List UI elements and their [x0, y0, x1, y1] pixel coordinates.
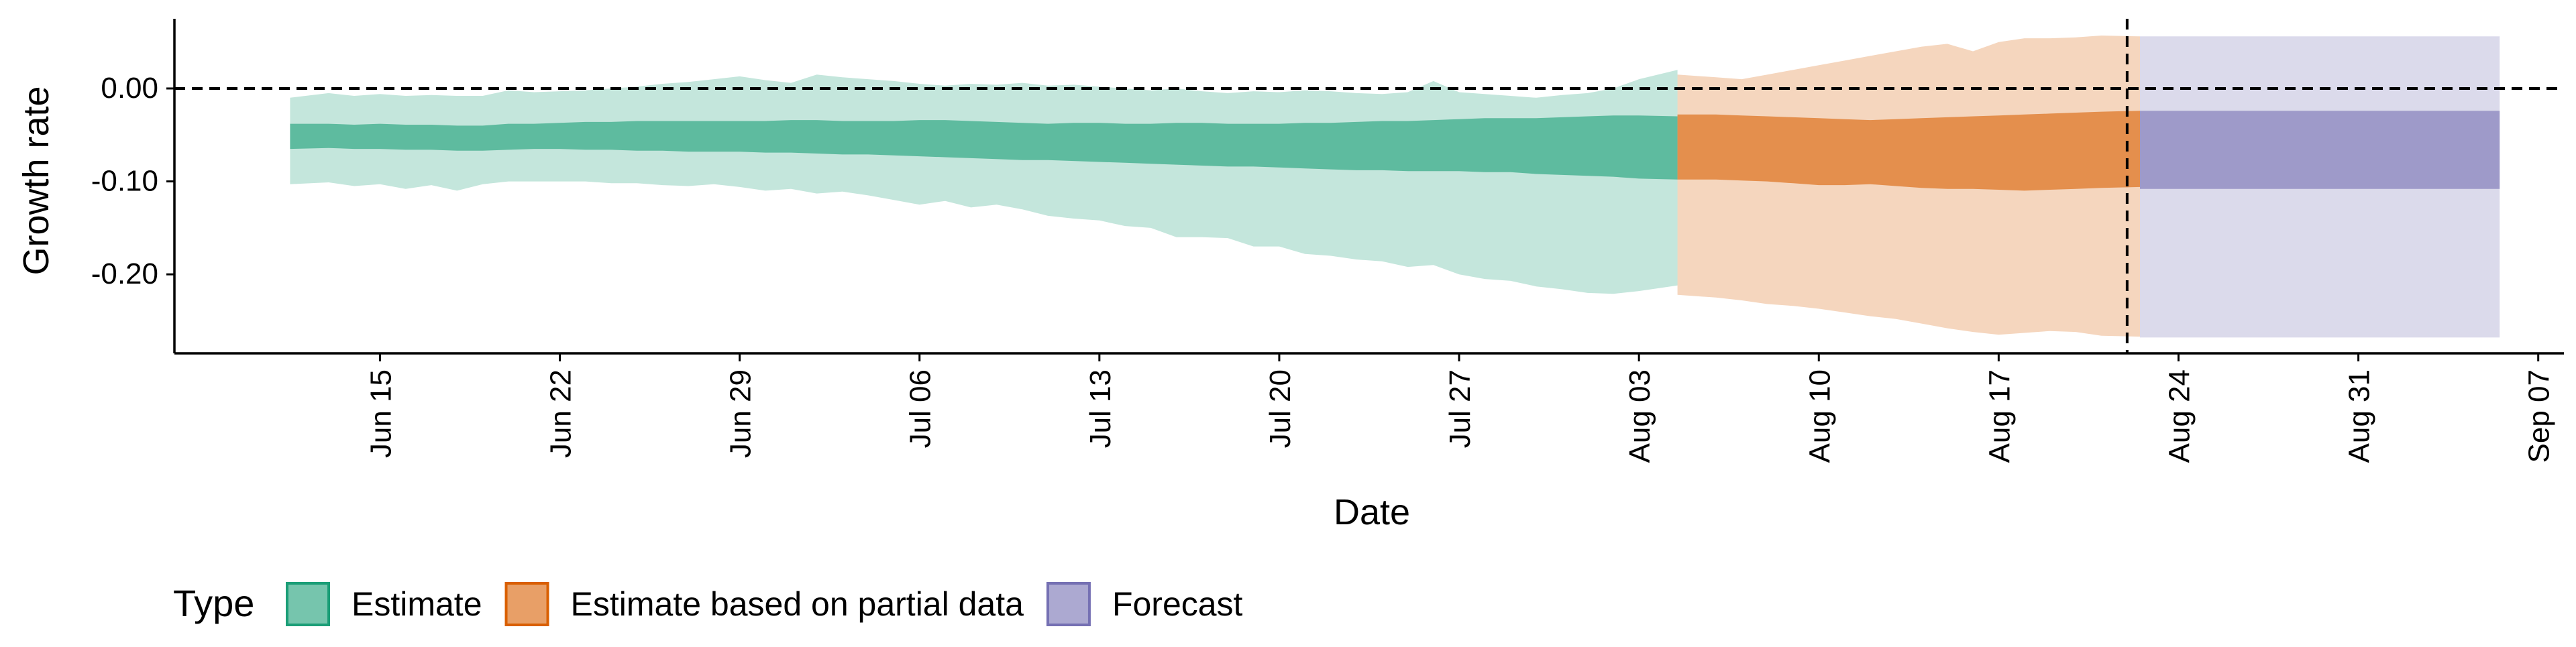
series-estimate-based-on-partial-data	[1677, 36, 2140, 337]
x-tick-label: Aug 10	[1803, 369, 1836, 463]
y-tick-label: -0.20	[91, 257, 158, 290]
legend-label: Estimate based on partial data	[571, 585, 1024, 623]
x-tick-label: Aug 03	[1623, 369, 1656, 463]
x-tick-label: Aug 24	[2163, 369, 2196, 463]
legend-label: Estimate	[352, 585, 482, 623]
x-axis-title: Date	[1334, 492, 1410, 532]
legend-label: Forecast	[1112, 585, 1243, 623]
y-axis-title: Growth rate	[16, 86, 56, 275]
legend-swatch	[1046, 582, 1091, 626]
x-tick-label: Jul 06	[904, 369, 937, 448]
band-50-forecast	[2140, 111, 2500, 189]
legend-item-estimate-based-on-partial-data: Estimate based on partial data	[504, 582, 1024, 626]
x-tick-label: Aug 17	[1983, 369, 2016, 463]
legend-swatch	[286, 582, 330, 626]
band-50-estimate-based-on-partial-data	[1677, 111, 2140, 191]
x-tick-label: Jun 29	[724, 369, 757, 458]
axes-layer: 0.00 -0.10 -0.20 Jun 15 Jun 22 Jun 29 Jul 06 Ju…	[16, 19, 2564, 532]
legend-title: Type	[173, 582, 254, 624]
bands-layer	[290, 36, 2500, 338]
legend-item-estimate: Estimate	[286, 582, 482, 626]
x-tick-label: Jul 13	[1084, 369, 1117, 448]
x-tick-label: Jul 20	[1264, 369, 1297, 448]
legend-item-forecast: Forecast	[1046, 582, 1243, 626]
x-tick-label: Jun 15	[364, 369, 397, 458]
series-estimate	[290, 70, 1678, 294]
y-tick-label: 0.00	[101, 72, 158, 105]
band-50-estimate	[290, 115, 1678, 180]
x-tick-label: Sep 07	[2523, 369, 2556, 463]
x-tick-label: Jul 27	[1444, 369, 1477, 448]
band-90-estimate	[290, 70, 1678, 294]
reference-lines-layer	[174, 19, 2564, 353]
x-tick-label: Aug 31	[2343, 369, 2376, 463]
legend: Type Estimate Estimate based on partial da…	[173, 582, 1243, 626]
series-forecast	[2140, 36, 2500, 338]
y-tick-label: -0.10	[91, 165, 158, 198]
x-tick-label: Jun 22	[545, 369, 578, 458]
legend-swatch	[504, 582, 549, 626]
